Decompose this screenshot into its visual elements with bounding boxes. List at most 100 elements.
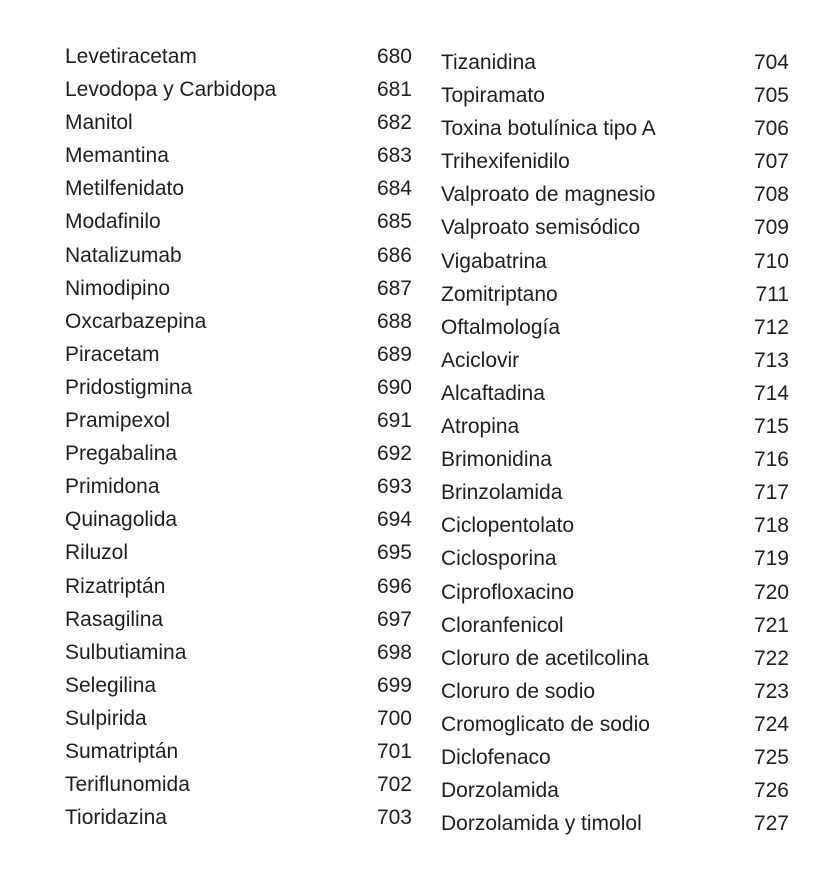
entry-name: Manitol xyxy=(65,111,133,135)
entry-page-number: 715 xyxy=(753,415,789,439)
index-entry: Oxcarbazepina 688 xyxy=(65,309,412,342)
entry-name: Oftalmología xyxy=(441,315,561,339)
entry-page-number: 706 xyxy=(753,117,789,141)
index-entry: Valproato de magnesio 708 xyxy=(441,182,789,215)
entry-name: Valproato semisódico xyxy=(441,216,641,240)
entry-name: Rasagilina xyxy=(65,607,164,631)
entry-page-number: 717 xyxy=(753,481,789,505)
index-entry: Dorzolamida y timolol 727 xyxy=(441,811,789,844)
index-entry: Pramipexol 691 xyxy=(65,408,412,441)
index-entry: Tizanidina 704 xyxy=(441,50,789,83)
entry-name: Memantina xyxy=(65,144,169,168)
entry-page-number: 682 xyxy=(376,111,412,135)
entry-page-number: 704 xyxy=(753,51,789,74)
entry-name: Quinagolida xyxy=(65,508,178,532)
entry-name: Natalizumab xyxy=(65,243,182,267)
entry-page-number: 688 xyxy=(376,309,412,333)
entry-name: Tizanidina xyxy=(441,51,536,74)
entry-page-number: 718 xyxy=(753,514,789,538)
entry-page-number: 720 xyxy=(753,580,789,604)
index-entry: Zomitriptano 711 xyxy=(441,282,789,315)
index-entry: Cloranfenicol 721 xyxy=(441,613,789,646)
index-entry: Manitol 682 xyxy=(65,110,412,143)
entry-name: Nimodipino xyxy=(65,276,171,300)
entry-name: Pridostigmina xyxy=(65,375,193,399)
index-entry: Rasagilina 697 xyxy=(65,607,412,640)
index-entry: Dorzolamida 726 xyxy=(441,778,789,811)
entry-page-number: 711 xyxy=(755,282,789,306)
entry-name: Sumatriptán xyxy=(65,739,179,763)
index-entry: Topiramato 705 xyxy=(441,83,789,116)
entry-page-number: 693 xyxy=(376,475,412,499)
entry-page-number: 694 xyxy=(376,508,412,532)
index-column-left: Levetiracetam 680 Levodopa y Carbidopa 681 M… xyxy=(65,44,412,838)
entry-name: Riluzol xyxy=(65,541,129,565)
index-entry: Trihexifenidilo 707 xyxy=(441,149,789,182)
entry-page-number: 698 xyxy=(376,640,412,664)
entry-name: Levetiracetam xyxy=(65,45,197,68)
entry-name: Piracetam xyxy=(65,342,160,366)
entry-page-number: 714 xyxy=(753,381,789,405)
index-entry: Modafinilo 685 xyxy=(65,209,412,242)
index-entry: Ciclosporina 719 xyxy=(441,546,789,579)
entry-name: Modafinilo xyxy=(65,210,161,234)
index-entry: Diclofenaco 725 xyxy=(441,745,789,778)
entry-page-number: 709 xyxy=(753,216,789,240)
entry-name: Sulpirida xyxy=(65,706,147,730)
index-entry: Levetiracetam 680 xyxy=(65,44,412,77)
entry-name: Ciclopentolato xyxy=(441,514,575,538)
entry-name: Zomitriptano xyxy=(441,282,558,306)
index-entry: Primidona 693 xyxy=(65,474,412,507)
entry-page-number: 707 xyxy=(753,150,789,174)
index-entry: Metilfenidato 684 xyxy=(65,176,412,209)
index-entry: Sulpirida 700 xyxy=(65,706,412,739)
index-entry: Piracetam 689 xyxy=(65,342,412,375)
entry-name: Ciclosporina xyxy=(441,547,557,571)
index-entry: Brinzolamida 717 xyxy=(441,480,789,513)
entry-page-number: 703 xyxy=(376,806,412,830)
index-entry: Oftalmología 712 xyxy=(441,315,789,348)
entry-name: Selegilina xyxy=(65,673,157,697)
entry-name: Cloruro de acetilcolina xyxy=(441,646,649,670)
entry-name: Diclofenaco xyxy=(441,745,551,769)
index-entry: Cromoglicato de sodio 724 xyxy=(441,712,789,745)
entry-page-number: 689 xyxy=(376,342,412,366)
entry-page-number: 692 xyxy=(376,442,412,466)
index-entry: Aciclovir 713 xyxy=(441,348,789,381)
index-entry: Quinagolida 694 xyxy=(65,507,412,540)
entry-name: Alcaftadina xyxy=(441,381,545,405)
entry-page-number: 699 xyxy=(376,673,412,697)
entry-page-number: 712 xyxy=(753,315,789,339)
index-entry: Toxina botulínica tipo A 706 xyxy=(441,116,789,149)
entry-name: Pregabalina xyxy=(65,442,178,466)
entry-page-number: 708 xyxy=(753,183,789,207)
entry-name: Cloranfenicol xyxy=(441,613,564,637)
index-entry: Pridostigmina 690 xyxy=(65,375,412,408)
entry-page-number: 680 xyxy=(376,45,412,68)
entry-name: Brimonidina xyxy=(441,448,552,472)
entry-page-number: 690 xyxy=(376,375,412,399)
entry-page-number: 691 xyxy=(376,409,412,433)
index-entry: Memantina 683 xyxy=(65,143,412,176)
index-entry: Riluzol 695 xyxy=(65,540,412,573)
entry-page-number: 686 xyxy=(376,243,412,267)
index-entry: Rizatriptán 696 xyxy=(65,574,412,607)
index-entry: Atropina 715 xyxy=(441,414,789,447)
entry-name: Oxcarbazepina xyxy=(65,309,207,333)
entry-page-number: 684 xyxy=(376,177,412,201)
entry-name: Pramipexol xyxy=(65,409,171,433)
entry-page-number: 727 xyxy=(753,812,789,836)
entry-name: Rizatriptán xyxy=(65,574,166,598)
index-entry: Brimonidina 716 xyxy=(441,447,789,480)
entry-page-number: 700 xyxy=(376,706,412,730)
entry-name: Cloruro de sodio xyxy=(441,679,596,703)
entry-name: Sulbutiamina xyxy=(65,640,187,664)
entry-name: Valproato de magnesio xyxy=(441,183,656,207)
index-entry: Pregabalina 692 xyxy=(65,441,412,474)
entry-page-number: 726 xyxy=(753,779,789,803)
entry-page-number: 696 xyxy=(376,574,412,598)
index-column-right: Tizanidina 704 Topiramato 705 Toxina botulín… xyxy=(441,50,789,844)
entry-page-number: 723 xyxy=(753,679,789,703)
index-entry: Cloruro de sodio 723 xyxy=(441,679,789,712)
index-entry: Nimodipino 687 xyxy=(65,276,412,309)
